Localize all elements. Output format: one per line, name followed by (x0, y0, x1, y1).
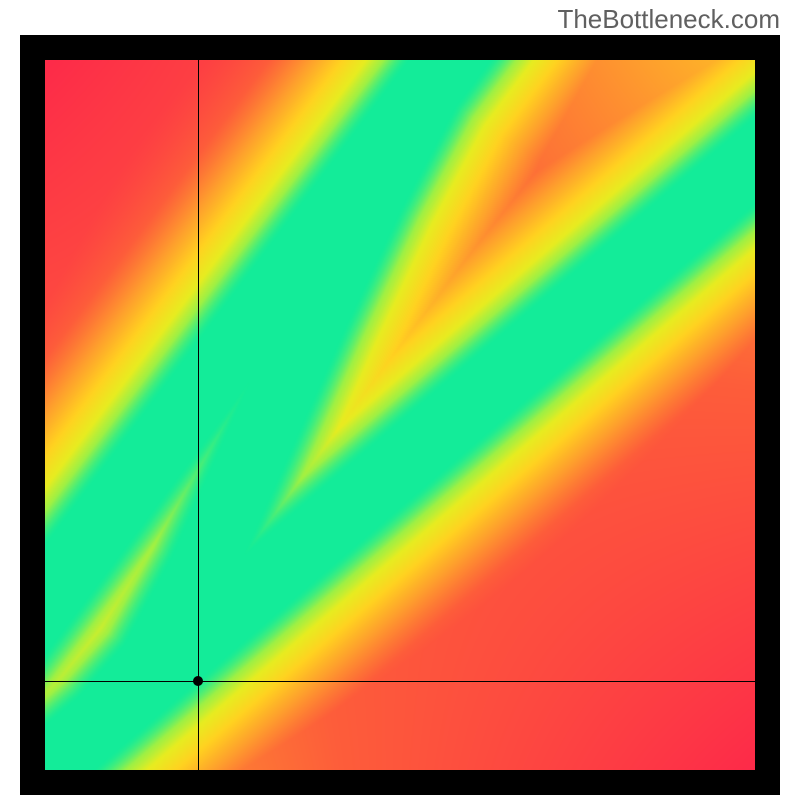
crosshair-horizontal (45, 681, 755, 682)
heatmap-canvas (45, 60, 755, 770)
crosshair-vertical (198, 60, 199, 770)
chart-container: TheBottleneck.com (0, 0, 800, 800)
chart-plot-area (45, 60, 755, 770)
watermark-text: TheBottleneck.com (557, 4, 780, 35)
